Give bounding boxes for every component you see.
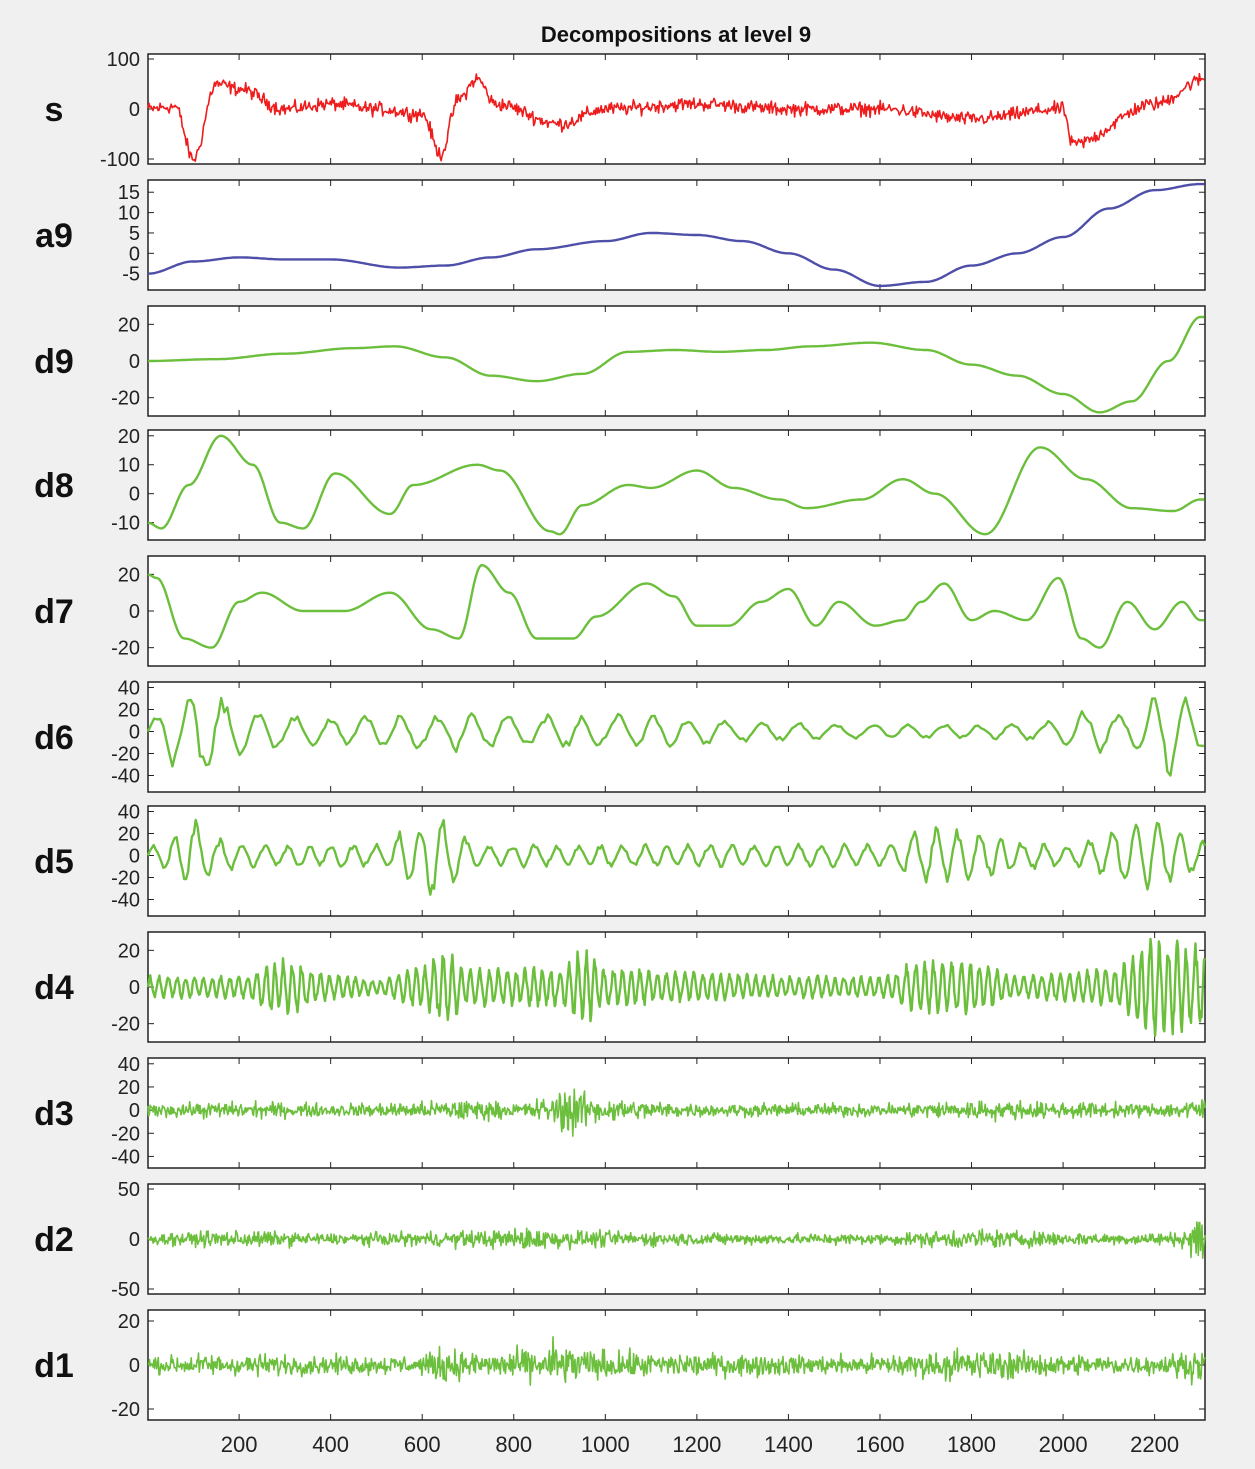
ytick-label: -20: [111, 1014, 140, 1036]
ytick-label: 0: [129, 722, 140, 744]
ytick-label: -20: [111, 1123, 140, 1145]
xtick-label: 1400: [764, 1432, 813, 1457]
panel-d1: d1 20 0 -20: [34, 1309, 1206, 1421]
xtick-label: 400: [312, 1432, 349, 1457]
series-line-d1: [147, 1336, 1206, 1386]
ytick-label: 0: [129, 1229, 140, 1251]
row-label-d8: d8: [34, 467, 74, 505]
ytick-label: 20: [118, 1311, 140, 1333]
ytick-label: -100: [100, 149, 140, 171]
ytick-label: 100: [107, 49, 140, 71]
ytick-label: 5: [129, 223, 140, 245]
xtick-label: 800: [495, 1432, 532, 1457]
ytick-label: 0: [129, 977, 140, 999]
xtick-label: 600: [404, 1432, 441, 1457]
ytick-label: 15: [118, 182, 140, 204]
panel-d7: d7 20 0 -20: [34, 555, 1206, 667]
panel-frame-d8: [147, 429, 1206, 541]
panel-d8: d8 20 10 0 -10: [34, 426, 1206, 541]
ytick-label: 0: [129, 1100, 140, 1122]
xtick-label: 200: [221, 1432, 258, 1457]
ytick-label: 0: [129, 1355, 140, 1377]
series-line-d5: [146, 818, 1206, 896]
ytick-label: 20: [118, 1077, 140, 1099]
ytick-label: 0: [129, 243, 140, 265]
ytick-label: 20: [118, 314, 140, 336]
ytick-label: -40: [111, 1146, 140, 1168]
row-label-d3: d3: [34, 1095, 74, 1133]
ytick-label: 20: [118, 700, 140, 722]
ytick-label: -20: [111, 868, 140, 890]
ytick-label: 0: [129, 846, 140, 868]
ytick-label: -10: [111, 513, 140, 535]
xtick-label: 1600: [856, 1432, 905, 1457]
ytick-label: -20: [111, 744, 140, 766]
panel-frame-d4: [147, 931, 1206, 1043]
xtick-label: 1000: [581, 1432, 630, 1457]
panel-d2: d2 50 0 -50: [34, 1179, 1206, 1301]
series-line-d9: [148, 315, 1205, 414]
row-label-d5: d5: [34, 843, 74, 881]
ytick-label: 0: [129, 99, 140, 121]
ytick-label: 0: [129, 601, 140, 623]
ytick-label: -20: [111, 1399, 140, 1421]
row-label-d2: d2: [34, 1221, 74, 1259]
series-line-s: [147, 72, 1206, 162]
ytick-label: 0: [129, 484, 140, 506]
panel-d9: d9 20 0 -20: [34, 305, 1206, 417]
ytick-label: 40: [118, 678, 140, 700]
series-line-d3: [147, 1088, 1206, 1137]
xtick-label: 1800: [947, 1432, 996, 1457]
xtick-label: 2200: [1130, 1432, 1179, 1457]
panels-group: s1000-100a9151050-5d9200-20d820100-10d72…: [34, 49, 1206, 1421]
ytick-label: 10: [118, 203, 140, 225]
row-label-d6: d6: [34, 719, 74, 757]
row-label-d1: d1: [34, 1347, 74, 1385]
row-label-d7: d7: [34, 593, 74, 631]
panel-frame-d5: [147, 805, 1206, 917]
ytick-label: 20: [118, 824, 140, 846]
row-label-d9: d9: [34, 343, 74, 381]
xtick-label: 2000: [1039, 1432, 1088, 1457]
row-label-s: s: [45, 91, 64, 129]
ytick-label: 40: [118, 1054, 140, 1076]
ytick-label: -40: [111, 890, 140, 912]
series-line-a9: [147, 182, 1205, 288]
ytick-label: -40: [111, 766, 140, 788]
ytick-label: -5: [122, 264, 140, 286]
series-line-d8: [147, 434, 1205, 536]
ytick-label: 10: [118, 455, 140, 477]
panel-s: s 100 0 -100: [45, 49, 1206, 171]
ytick-label: 50: [118, 1179, 140, 1201]
panel-d4: d4 20 0 -20: [34, 931, 1206, 1043]
series-line-d4: [146, 937, 1206, 1037]
ytick-label: -50: [111, 1279, 140, 1301]
ytick-label: -20: [111, 388, 140, 410]
xtick-label: 1200: [672, 1432, 721, 1457]
ytick-label: 40: [118, 802, 140, 824]
series-line-d7: [147, 564, 1205, 649]
ytick-label: 20: [118, 940, 140, 962]
ytick-label: 20: [118, 426, 140, 448]
chart-title: Decompositions at level 9: [541, 22, 811, 47]
ytick-label: 0: [129, 351, 140, 373]
series-line-d2: [147, 1221, 1206, 1259]
x-axis-ticks: 200 400 600 800 1000 1200 1400 1600 1800 2000 2200: [221, 1432, 1179, 1457]
row-label-a9: a9: [35, 217, 73, 255]
series-line-d6: [146, 696, 1205, 777]
ytick-label: 20: [118, 564, 140, 586]
panel-frame-d9: [147, 305, 1206, 417]
row-label-d4: d4: [34, 969, 74, 1007]
ytick-label: -20: [111, 638, 140, 660]
